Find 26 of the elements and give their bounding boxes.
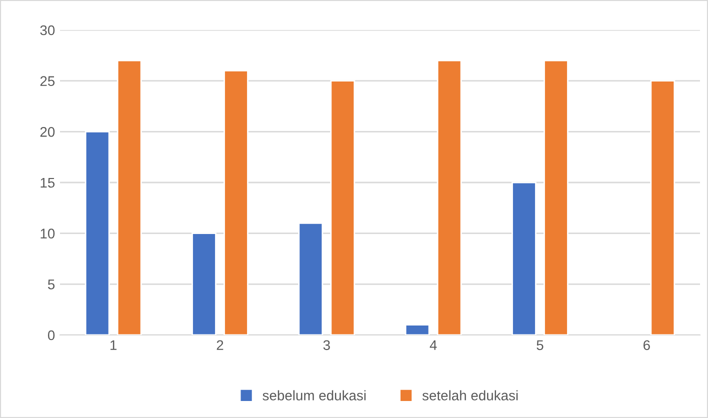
bar [224,70,248,335]
x-tick-label: 5 [536,340,544,350]
bar [84,130,110,335]
bar [544,60,568,335]
y-tick-label: 5 [48,280,55,290]
bar [298,222,324,335]
bar [512,182,536,335]
bar [650,80,676,335]
bar [436,60,462,335]
y-tick-label: 0 [48,330,55,340]
x-tick-label: 4 [430,340,437,350]
x-tick-label: 3 [323,340,330,350]
legend-label: sebelum edukasi [262,390,366,400]
x-tick-label: 1 [110,340,117,350]
bar [192,232,216,335]
bar [116,60,142,335]
x-tick-label: 6 [644,340,650,350]
y-tick-label: 25 [40,76,55,86]
x-tick-label: 2 [216,340,224,350]
y-tick-label: 15 [40,178,55,188]
y-tick-label: 30 [40,25,55,36]
legend-label: setelah edukasi [422,390,518,400]
y-tick-label: 10 [40,228,55,239]
bar [404,324,430,335]
bar [330,80,356,335]
y-tick-label: 20 [40,127,55,137]
